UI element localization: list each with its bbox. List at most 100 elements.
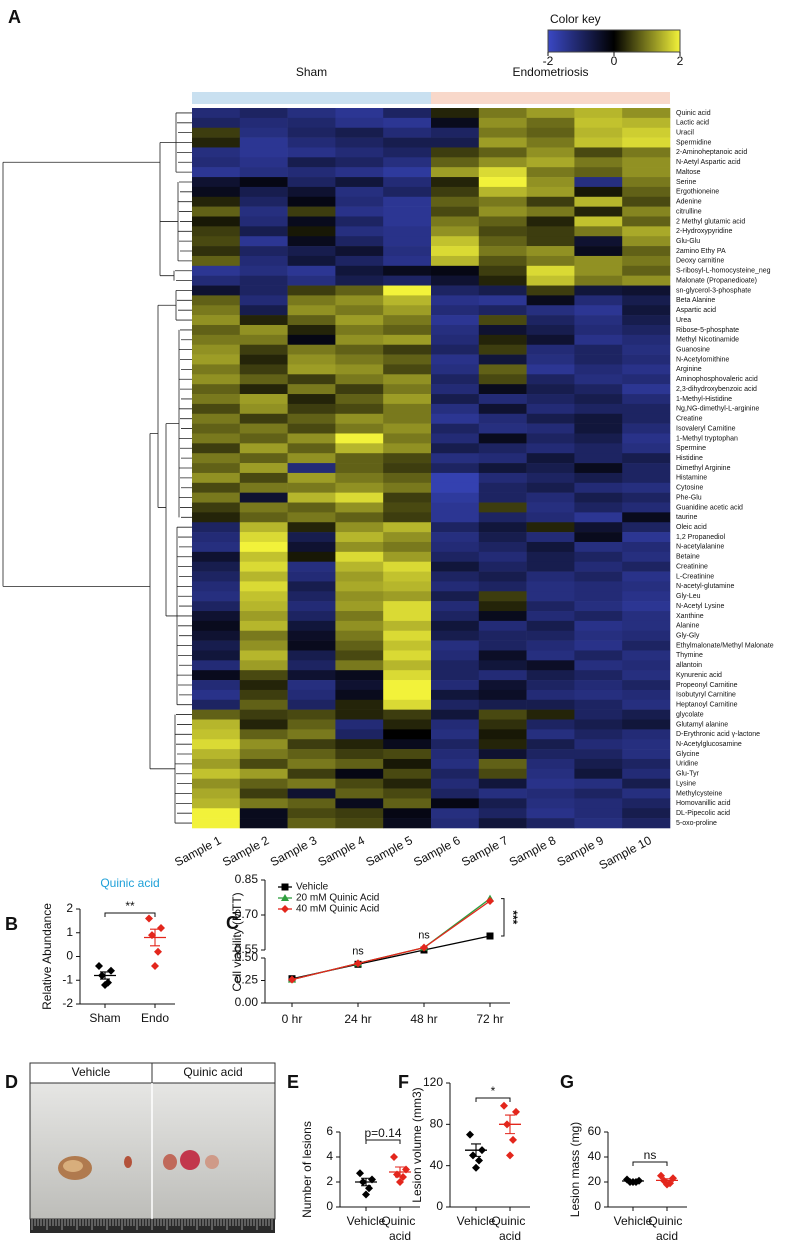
heatmap-cell bbox=[335, 630, 384, 641]
heatmap-cell bbox=[335, 818, 384, 829]
panel-letter: D bbox=[5, 1072, 18, 1092]
heatmap-cell bbox=[622, 403, 671, 415]
heatmap-cell bbox=[192, 591, 241, 602]
heatmap-cell bbox=[478, 265, 527, 276]
heatmap-cell bbox=[287, 650, 336, 661]
row-label: Isobutyryl Carnitine bbox=[676, 692, 736, 699]
heatmap-cell bbox=[622, 561, 671, 572]
heatmap-cell bbox=[192, 443, 241, 454]
y-tick-label: 0 bbox=[326, 1199, 333, 1213]
lesion bbox=[124, 1156, 132, 1168]
heatmap-cell bbox=[478, 295, 527, 306]
heatmap-cell bbox=[287, 729, 336, 740]
heatmap-cell bbox=[622, 374, 671, 385]
heatmap-cell bbox=[287, 157, 336, 168]
heatmap-cell bbox=[574, 601, 623, 612]
heatmap-cell bbox=[478, 305, 527, 316]
heatmap-cell bbox=[239, 453, 288, 464]
y-tick-label: 0 bbox=[436, 1199, 443, 1213]
heatmap-cell bbox=[574, 660, 623, 671]
heatmap-cell bbox=[431, 196, 480, 207]
row-label: Betaine bbox=[676, 554, 700, 561]
heatmap-cell bbox=[192, 758, 241, 770]
heatmap-cell bbox=[239, 384, 288, 395]
heatmap-cell bbox=[526, 206, 575, 217]
data-point bbox=[396, 1178, 404, 1186]
heatmap-cell bbox=[192, 778, 241, 789]
heatmap-cell bbox=[574, 354, 623, 365]
heatmap-cell bbox=[239, 601, 288, 612]
heatmap-cell bbox=[431, 650, 480, 661]
heatmap-cell bbox=[192, 561, 241, 572]
heatmap-cell bbox=[192, 788, 241, 799]
heatmap-cell bbox=[383, 699, 432, 710]
heatmap-cell bbox=[287, 680, 336, 691]
heatmap-cell bbox=[335, 808, 384, 819]
heatmap-cell bbox=[335, 512, 384, 523]
column-label: Sample 5 bbox=[363, 833, 415, 869]
heatmap-cell bbox=[239, 265, 288, 276]
heatmap-cell bbox=[287, 778, 336, 789]
heatmap-cell bbox=[431, 305, 480, 316]
heatmap-cell bbox=[239, 246, 288, 257]
heatmap-cell bbox=[526, 739, 575, 750]
heatmap-cell bbox=[478, 127, 527, 138]
x-tick-label: 24 hr bbox=[344, 1012, 371, 1026]
y-tick-label: 4 bbox=[326, 1149, 333, 1163]
heatmap-cell bbox=[622, 808, 671, 819]
heatmap-cell bbox=[192, 433, 241, 444]
heatmap-cell bbox=[335, 472, 384, 484]
heatmap-cell bbox=[335, 295, 384, 306]
heatmap-cell bbox=[192, 601, 241, 612]
heatmap-cell bbox=[478, 561, 527, 572]
heatmap-cell bbox=[335, 551, 384, 562]
heatmap-cell bbox=[431, 186, 480, 198]
heatmap-cell bbox=[431, 236, 480, 247]
heatmap-cell bbox=[478, 196, 527, 207]
heatmap-cell bbox=[335, 315, 384, 326]
heatmap-cell bbox=[239, 532, 288, 543]
heatmap-cell bbox=[192, 177, 241, 188]
heatmap-cell bbox=[239, 630, 288, 641]
error-bar bbox=[505, 1114, 515, 1135]
heatmap-cell bbox=[431, 689, 480, 701]
legend-marker bbox=[281, 905, 289, 913]
heatmap-cell bbox=[431, 394, 480, 405]
heatmap-cell bbox=[526, 354, 575, 365]
heatmap-cell bbox=[383, 591, 432, 602]
heatmap-cell bbox=[335, 453, 384, 464]
ruler-ticks bbox=[31, 1219, 273, 1230]
heatmap-cell bbox=[239, 788, 288, 799]
heatmap-cell bbox=[622, 305, 671, 316]
heatmap-cell bbox=[287, 670, 336, 681]
column-label: Sample 3 bbox=[268, 833, 320, 869]
row-label: Ethylmalonate/Methyl Malonate bbox=[676, 642, 774, 649]
heatmap-cell bbox=[239, 137, 288, 148]
heatmap-cell bbox=[383, 305, 432, 316]
heatmap-cell bbox=[526, 117, 575, 129]
heatmap-cell bbox=[574, 364, 623, 375]
heatmap-cell bbox=[239, 758, 288, 770]
heatmap-cell bbox=[192, 117, 241, 129]
heatmap-cell bbox=[239, 275, 288, 286]
heatmap-cell bbox=[574, 620, 623, 632]
heatmap-cell bbox=[192, 374, 241, 385]
heatmap-cell bbox=[239, 739, 288, 750]
heatmap-cell bbox=[574, 334, 623, 346]
row-label: Oleic acid bbox=[676, 524, 707, 531]
heatmap-cell bbox=[335, 768, 384, 779]
heatmap-cell bbox=[526, 216, 575, 227]
heatmap-cell bbox=[478, 463, 527, 474]
heatmap-cell bbox=[431, 206, 480, 217]
annotation: ns bbox=[352, 945, 364, 957]
heatmap-cell bbox=[431, 601, 480, 612]
data-point bbox=[154, 947, 162, 956]
y-axis-label: Relative Abundance bbox=[40, 903, 54, 1010]
heatmap-cell bbox=[478, 818, 527, 829]
heatmap-cell bbox=[526, 768, 575, 779]
heatmap-cell bbox=[192, 246, 241, 257]
data-point bbox=[101, 981, 109, 989]
heatmap-cell bbox=[622, 364, 671, 375]
group-label: Sham bbox=[296, 65, 327, 79]
row-label: Ng,NG-dimethyl-L-arginine bbox=[676, 406, 759, 413]
